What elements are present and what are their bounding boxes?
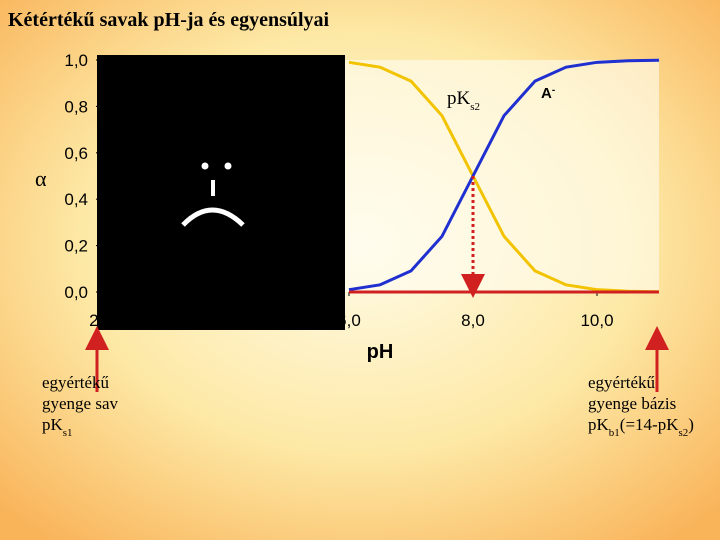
annotation-part: s1 <box>63 427 73 439</box>
annotation-part: b1 <box>609 427 620 439</box>
annotation-part: pK <box>588 415 610 434</box>
y-tick-label: 0,2 <box>64 237 88 256</box>
note-line: gyenge bázis <box>588 394 676 413</box>
annotation: A- <box>541 85 555 103</box>
annotation: pKb1(=14-pKs2) <box>588 415 694 439</box>
annotation-part: s2 <box>470 101 480 113</box>
y-tick-label: 0,4 <box>64 190 88 209</box>
y-tick-label: 1,0 <box>64 51 88 70</box>
y-tick-label: 0,0 <box>64 283 88 302</box>
annotation-part: (=14-pK <box>620 415 679 434</box>
annotation: pKs2 <box>447 88 480 113</box>
y-tick-label: 0,6 <box>64 144 88 163</box>
slide-title: Kétértékű savak pH-ja és egyensúlyai <box>8 9 330 31</box>
annotation-part: pK <box>42 415 64 434</box>
face-eye <box>201 162 209 170</box>
annotation: pKs1 <box>42 415 73 439</box>
x-tick-label: 8,0 <box>461 311 485 330</box>
annotation-part: - <box>552 85 555 96</box>
cover-box <box>97 55 345 330</box>
face-mouth <box>181 207 245 227</box>
series-line <box>348 60 660 294</box>
x-tick-label: 10,0 <box>580 311 613 330</box>
face-eye <box>224 162 232 170</box>
annotation-part: s2 <box>678 427 688 439</box>
series-line <box>348 58 660 292</box>
note-line: egyértékű <box>588 373 656 392</box>
note-line: gyenge sav <box>42 394 119 413</box>
annotation-part: A <box>541 85 552 102</box>
y-tick-label: 0,8 <box>64 97 88 116</box>
note-line: egyértékű <box>42 373 110 392</box>
annotation-part: pK <box>447 88 471 109</box>
annotation-part: ) <box>688 415 694 434</box>
x-axis-label: pH <box>367 341 394 363</box>
y-axis-label: α <box>35 166 47 191</box>
